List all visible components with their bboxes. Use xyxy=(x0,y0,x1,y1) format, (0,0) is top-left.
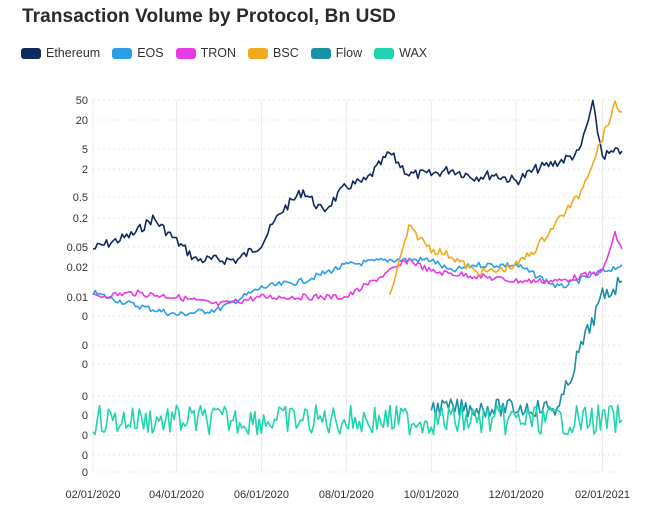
legend-label-eos: EOS xyxy=(137,46,164,60)
y-tick-label: 5 xyxy=(82,144,88,156)
y-tick-label: 0 xyxy=(82,359,88,371)
series-line-bsc[interactable] xyxy=(388,100,623,296)
y-tick-label: 0.5 xyxy=(73,192,88,204)
legend-swatch-wax xyxy=(374,47,395,59)
axes: 50 20 5 2 0.5 0.2 0.05 0.02 0.01 0 0 0 0 0 0 0 0 02/01/20… xyxy=(65,95,630,501)
legend-item-bsc[interactable]: BSC xyxy=(248,46,299,60)
y-tick-label: 20 xyxy=(76,115,88,127)
y-tick-label: 0 xyxy=(82,430,88,442)
legend-swatch-bsc xyxy=(248,47,269,59)
legend-swatch-ethereum xyxy=(21,47,41,59)
legend: Ethereum EOS TRON BSC Flow WAX xyxy=(21,44,427,62)
series-line-wax[interactable] xyxy=(92,404,623,436)
chart-title: Transaction Volume by Protocol, Bn USD xyxy=(22,6,397,27)
y-tick-label: 0.05 xyxy=(67,242,88,254)
legend-item-eos[interactable]: EOS xyxy=(112,46,164,60)
y-tick-label: 50 xyxy=(76,95,88,107)
legend-item-tron[interactable]: TRON xyxy=(175,46,237,60)
legend-label-flow: Flow xyxy=(335,46,363,60)
x-tick-label: 06/01/2020 xyxy=(234,489,289,501)
series-line-ethereum[interactable] xyxy=(92,99,623,266)
legend-label-tron: TRON xyxy=(200,46,237,60)
y-tick-label: 0.01 xyxy=(67,292,88,304)
series-line-flow[interactable] xyxy=(430,276,623,418)
x-tick-label: 04/01/2020 xyxy=(149,489,204,501)
x-tick-label: 08/01/2020 xyxy=(319,489,374,501)
x-tick-label: 02/01/2021 xyxy=(575,489,630,501)
series-lines xyxy=(92,99,623,436)
legend-label-bsc: BSC xyxy=(273,46,299,60)
y-tick-label: 0 xyxy=(82,450,88,462)
series-line-tron[interactable] xyxy=(92,230,623,307)
x-tick-label: 02/01/2020 xyxy=(65,489,120,501)
legend-swatch-eos xyxy=(112,47,133,59)
y-tick-label: 0.2 xyxy=(73,213,88,225)
y-tick-label: 2 xyxy=(82,164,88,176)
legend-item-wax[interactable]: WAX xyxy=(374,46,427,60)
y-tick-label: 0 xyxy=(82,410,88,422)
y-tick-label: 0 xyxy=(82,391,88,403)
legend-swatch-tron xyxy=(175,47,196,59)
x-tick-label: 12/01/2020 xyxy=(489,489,544,501)
series-line-eos[interactable] xyxy=(92,256,623,317)
y-tick-label: 0 xyxy=(82,467,88,479)
legend-item-flow[interactable]: Flow xyxy=(310,46,363,60)
legend-label-ethereum: Ethereum xyxy=(46,46,101,60)
legend-item-ethereum[interactable]: Ethereum xyxy=(21,46,100,60)
y-tick-label: 0.02 xyxy=(67,262,88,274)
legend-label-wax: WAX xyxy=(399,46,428,60)
y-tick-label: 0 xyxy=(82,311,88,323)
legend-swatch-flow xyxy=(310,47,331,59)
y-tick-label: 0 xyxy=(82,340,88,352)
x-tick-label: 10/01/2020 xyxy=(404,489,459,501)
